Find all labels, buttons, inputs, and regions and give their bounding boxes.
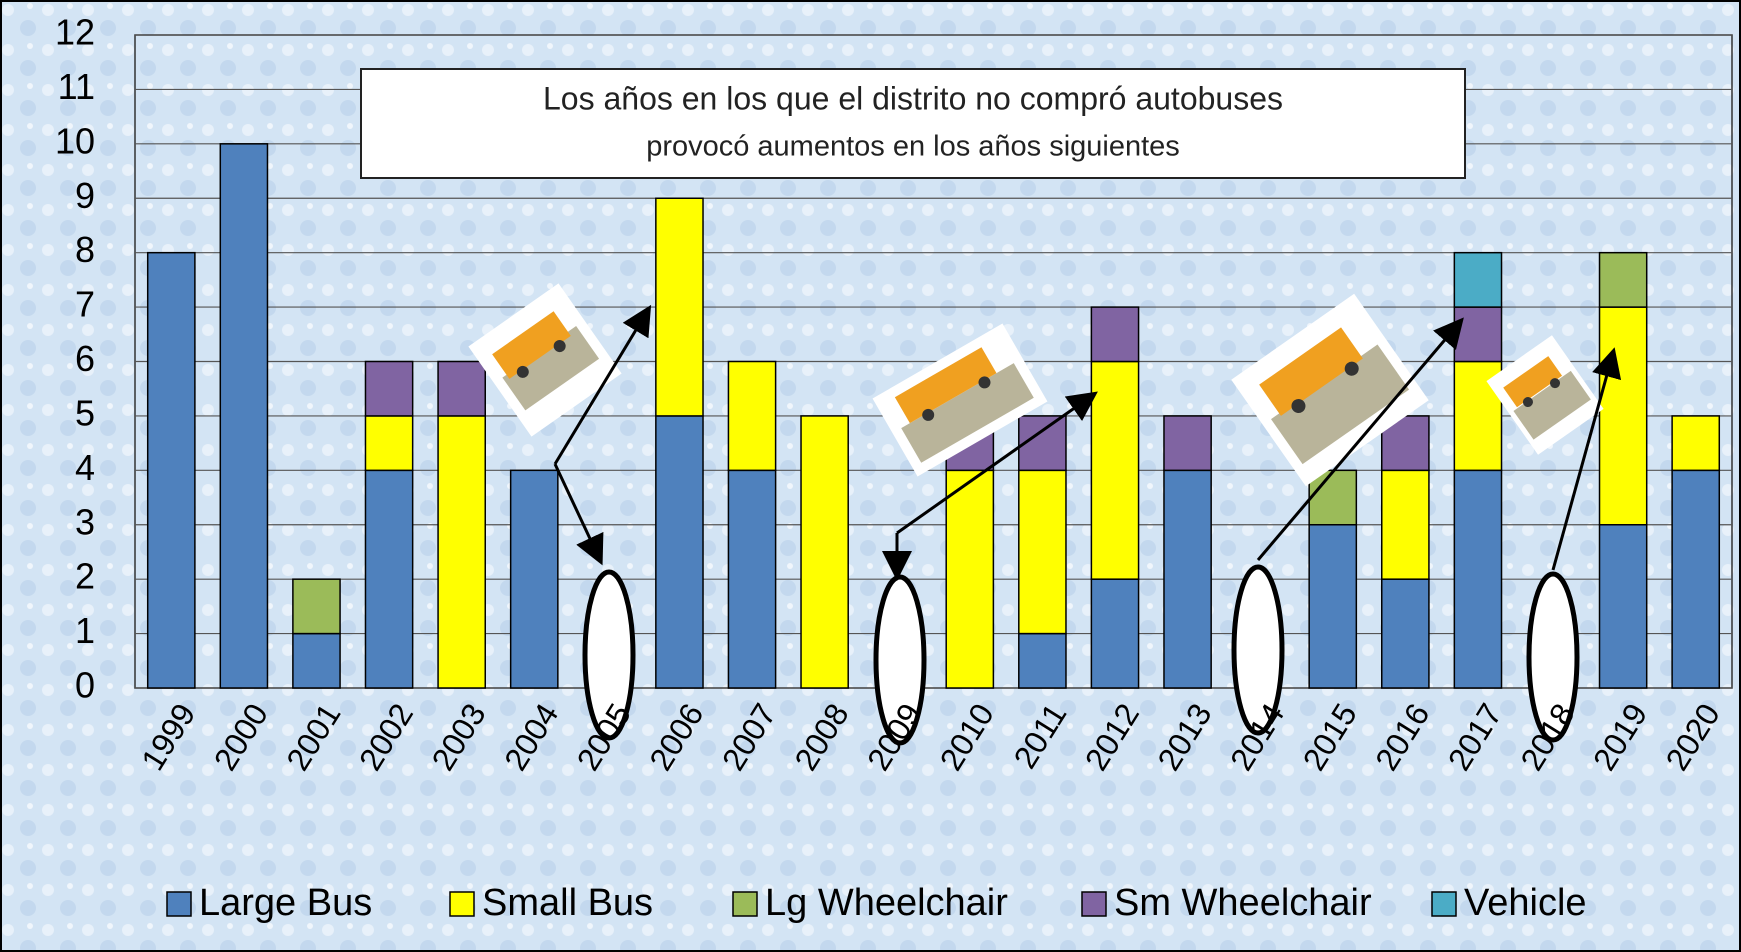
bar-segment [946,470,993,688]
legend-swatch [733,892,757,916]
legend-swatch [1432,892,1456,916]
legend-swatch [1082,892,1106,916]
bar-segment [365,470,412,688]
bar-segment [1672,470,1719,688]
annotation-line: provocó aumentos en los años siguientes [646,131,1180,163]
bar-segment [1600,307,1647,525]
y-tick-label: 6 [75,338,95,379]
annotation-line: Los años en los que el distrito no compr… [543,80,1283,116]
y-tick-label: 1 [75,610,95,651]
y-tick-label: 3 [75,501,95,542]
bar-segment [728,470,775,688]
bar-segment [1454,253,1501,307]
y-tick-label: 5 [75,392,95,433]
bar-segment [1672,416,1719,470]
bar-segment [1164,416,1211,470]
bar-segment [365,362,412,416]
bar-segment [511,470,558,688]
y-tick-label: 10 [55,120,95,161]
bar-segment [1091,362,1138,580]
bar-segment [1600,253,1647,307]
y-tick-label: 8 [75,229,95,270]
chart: Los años en los que el distrito no compr… [0,0,1741,952]
legend-label: Sm Wheelchair [1114,882,1372,924]
bar-segment [1454,470,1501,688]
bar-segment [1382,470,1429,579]
bar-segment [293,634,340,688]
bar-segment [801,416,848,688]
bar-segment [1019,634,1066,688]
bar-segment [1019,470,1066,633]
bar-segment [656,198,703,416]
y-tick-label: 9 [75,175,95,216]
bar-segment [1600,525,1647,688]
legend-label: Large Bus [199,882,372,924]
y-tick-label: 11 [58,66,95,107]
legend-label: Lg Wheelchair [765,882,1008,924]
bar-segment [1091,307,1138,361]
y-tick-label: 0 [75,665,95,706]
bar-segment [438,416,485,688]
bar-segment [1091,579,1138,688]
bar-segment [1382,579,1429,688]
bar-segment [656,416,703,688]
y-tick-label: 2 [75,556,95,597]
bar-segment [365,416,412,470]
bar-segment [438,362,485,416]
legend-label: Vehicle [1464,882,1587,924]
bar-segment [148,253,195,688]
bar-segment [728,362,775,471]
y-tick-label: 7 [75,284,95,325]
bar-segment [1309,525,1356,688]
bar-segment [293,579,340,633]
legend-label: Small Bus [482,882,653,924]
bar-segment [1454,307,1501,361]
legend-swatch [167,892,191,916]
y-tick-label: 12 [55,12,95,53]
y-tick-label: 4 [75,447,95,488]
legend-swatch [450,892,474,916]
bar-segment [1164,470,1211,688]
bar-segment [220,144,267,688]
